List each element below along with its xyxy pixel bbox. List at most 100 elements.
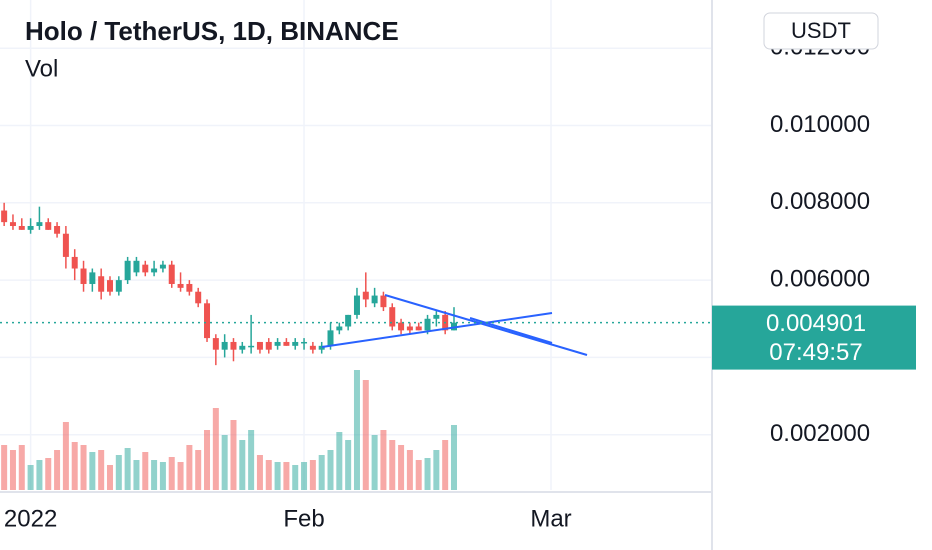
candle-body — [115, 280, 122, 292]
y-tick-label: 0.008000 — [770, 188, 870, 215]
volume-bar — [309, 460, 316, 490]
volume-bar — [389, 440, 396, 490]
candle-body — [380, 295, 387, 308]
volume-bar — [265, 460, 272, 490]
trend-line — [469, 317, 553, 344]
volume-bar — [230, 420, 237, 490]
volume-bar — [80, 445, 87, 490]
volume-bar — [71, 442, 78, 490]
candle-body — [239, 345, 246, 350]
candle-body — [256, 341, 263, 350]
volume-bar — [256, 455, 263, 490]
volume-bar — [239, 440, 246, 490]
volume-bar — [292, 465, 299, 490]
candle-body — [292, 341, 299, 346]
x-tick-label: 2022 — [4, 505, 57, 532]
candle-body — [27, 226, 34, 230]
volume-bar — [398, 445, 405, 490]
candle-body — [36, 222, 43, 227]
volume-bar — [195, 450, 202, 490]
candle-body — [362, 291, 369, 300]
volume-bar — [336, 432, 343, 490]
candle-body — [159, 264, 166, 269]
volume-bar — [353, 370, 360, 490]
volume-bar — [371, 435, 378, 490]
volume-bar — [98, 450, 105, 490]
candle-body — [71, 256, 78, 269]
trend-line — [384, 294, 588, 356]
volume-bar — [186, 445, 193, 490]
last-price-box — [712, 305, 916, 370]
volume-bar — [248, 430, 255, 490]
volume-bar — [142, 452, 149, 490]
candle-body — [212, 338, 219, 350]
candle-body — [151, 268, 158, 273]
currency-button-label[interactable]: USDT — [791, 18, 851, 43]
volume-bar — [301, 462, 308, 490]
trend-lines — [321, 294, 588, 356]
volume-bar — [362, 380, 369, 490]
volume-bar — [442, 440, 449, 490]
volume-bar — [9, 450, 16, 490]
chart-title: Holo / TetherUS, 1D, BINANCE — [25, 16, 399, 46]
volume-bar — [212, 408, 219, 490]
currency-button-box[interactable] — [763, 12, 879, 50]
candle-body — [318, 345, 325, 350]
currency-button[interactable]: USDT — [763, 12, 879, 50]
volume-bar — [283, 462, 290, 490]
axes: 0.0020000.0040000.0060000.0080000.010000… — [4, 34, 916, 532]
x-tick-label: Feb — [283, 505, 324, 532]
volume-bar — [318, 455, 325, 490]
volume-bar — [18, 445, 25, 490]
y-tick-label: 0.010000 — [770, 111, 870, 138]
candle-body — [98, 276, 105, 292]
volume-bar — [89, 452, 96, 490]
candle-body — [195, 291, 202, 304]
candle-body — [80, 268, 87, 284]
candle-body — [345, 314, 352, 327]
volume-bar — [133, 460, 140, 490]
volume-bar — [54, 450, 61, 490]
candle-body — [133, 260, 140, 273]
volume-bar — [159, 462, 166, 490]
candle-body — [142, 264, 149, 273]
candle-body — [309, 345, 316, 350]
x-tick-label: Mar — [530, 505, 571, 532]
volume-bar — [62, 422, 69, 490]
candle-body — [1, 210, 8, 223]
volume-bar — [115, 455, 122, 490]
volume-bar — [168, 457, 175, 490]
volume-bar — [345, 440, 352, 490]
volume-bar — [380, 430, 387, 490]
candle-body — [18, 226, 25, 230]
volume-bar — [415, 460, 422, 490]
volume-bar — [106, 465, 113, 490]
candle-body — [327, 330, 334, 346]
candle-body — [389, 307, 396, 327]
last-price-label: 0.004901 — [766, 310, 866, 337]
candle-body — [124, 260, 131, 281]
candle-body — [204, 303, 211, 339]
candle-body — [336, 326, 343, 331]
candles — [1, 202, 457, 366]
candle-body — [424, 318, 431, 331]
volume-bar — [274, 462, 281, 490]
y-tick-label: 0.002000 — [770, 420, 870, 447]
candle-body — [45, 222, 52, 230]
volume-bar — [124, 448, 131, 490]
candle-body — [398, 322, 405, 331]
volume-bar — [433, 450, 440, 490]
candle-body — [221, 341, 228, 350]
volume-bar — [27, 465, 34, 490]
trend-line — [321, 312, 553, 348]
candle-body — [265, 341, 272, 350]
y-tick-label: 0.006000 — [770, 265, 870, 292]
volume-bar — [204, 430, 211, 490]
candle-body — [248, 345, 255, 348]
candle-body — [283, 341, 290, 346]
candle-body — [186, 283, 193, 292]
candle-body — [371, 295, 378, 304]
candle-body — [89, 272, 96, 284]
candle-body — [54, 226, 61, 234]
